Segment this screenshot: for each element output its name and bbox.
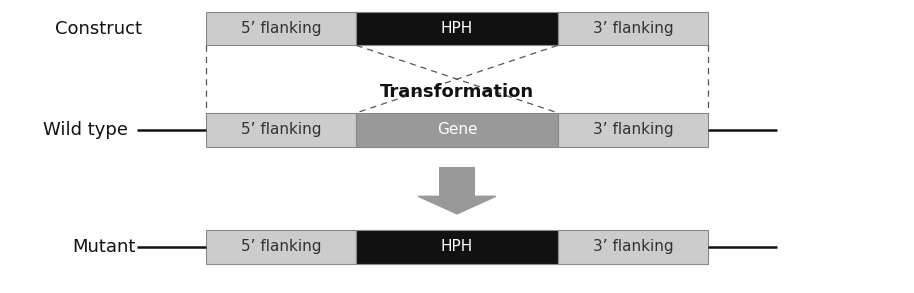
- Bar: [206, 113, 356, 146]
- Bar: [439, 167, 475, 196]
- Text: 3’ flanking: 3’ flanking: [592, 239, 674, 254]
- Text: 3’ flanking: 3’ flanking: [592, 122, 674, 137]
- Text: Gene: Gene: [437, 122, 477, 137]
- Bar: [558, 230, 708, 264]
- Polygon shape: [419, 196, 495, 214]
- Text: 5’ flanking: 5’ flanking: [240, 239, 322, 254]
- Text: Construct: Construct: [55, 20, 142, 38]
- Bar: [558, 12, 708, 45]
- Bar: [356, 230, 558, 264]
- Bar: [356, 113, 558, 146]
- Bar: [356, 12, 558, 45]
- Bar: [206, 12, 356, 45]
- Text: HPH: HPH: [441, 239, 473, 254]
- Text: 3’ flanking: 3’ flanking: [592, 21, 674, 36]
- Bar: [206, 230, 356, 264]
- Text: Mutant: Mutant: [72, 238, 135, 256]
- Text: Wild type: Wild type: [43, 121, 128, 139]
- Bar: [558, 113, 708, 146]
- Text: HPH: HPH: [441, 21, 473, 36]
- Text: 5’ flanking: 5’ flanking: [240, 122, 322, 137]
- Text: 5’ flanking: 5’ flanking: [240, 21, 322, 36]
- Text: Transformation: Transformation: [380, 83, 534, 101]
